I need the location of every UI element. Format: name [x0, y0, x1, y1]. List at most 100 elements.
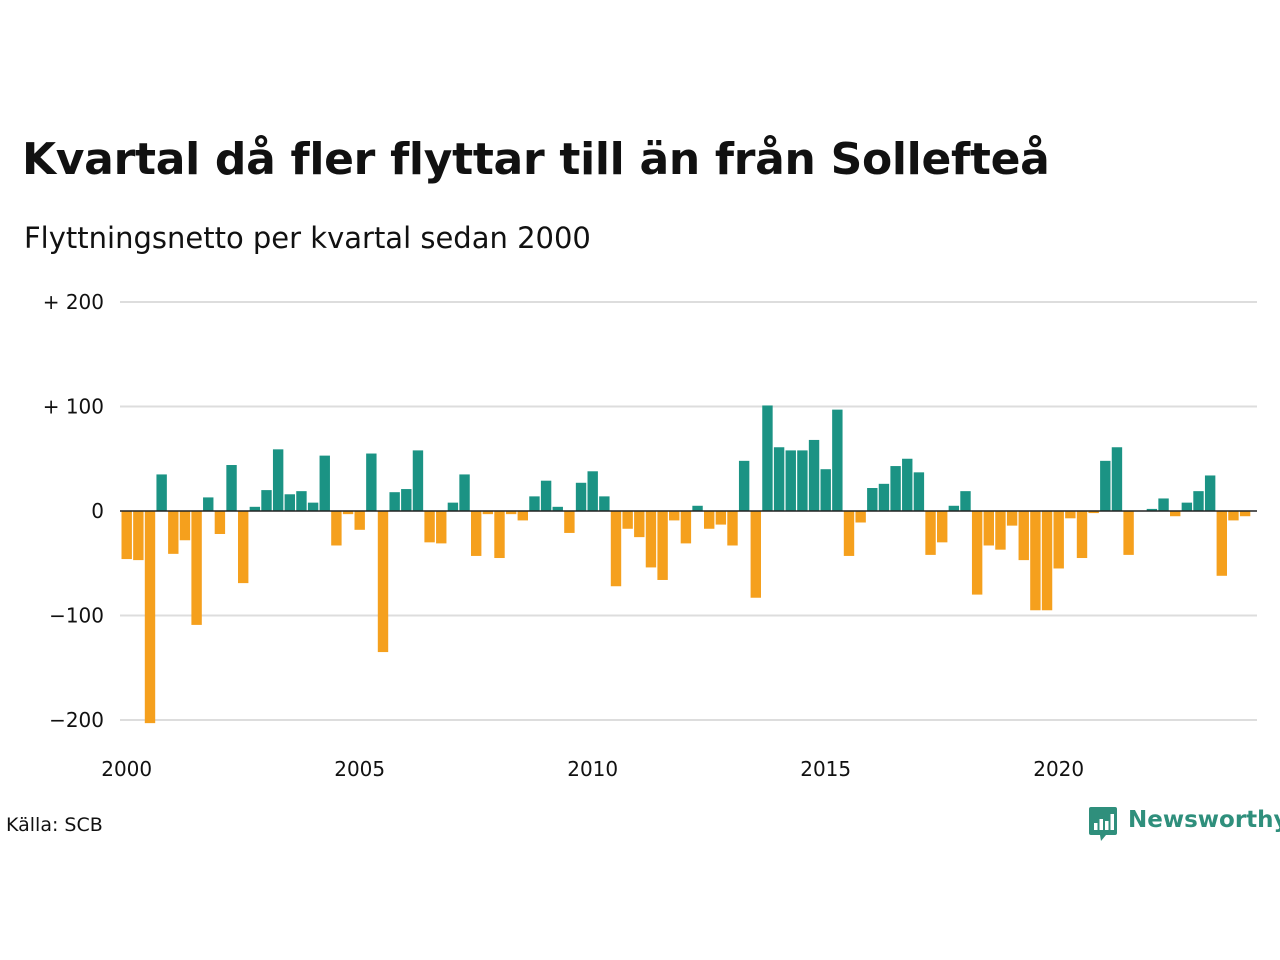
bar-2020Q2	[1065, 511, 1076, 519]
bar-2023Q2	[1204, 475, 1216, 511]
bar-2014Q2	[785, 450, 796, 511]
bar-2017Q3	[937, 511, 948, 543]
bar-2009Q3	[564, 511, 575, 533]
bar-2003Q4	[296, 491, 307, 511]
bar-2012Q2	[692, 505, 703, 511]
bar-2019Q4	[1041, 511, 1053, 611]
bar-2018Q2	[971, 511, 983, 595]
bar-2019Q3	[1030, 511, 1041, 611]
bar-2014Q3	[797, 450, 808, 511]
bar-2020Q4	[1088, 511, 1099, 514]
bar-2011Q1	[634, 511, 645, 538]
bar-2015Q3	[843, 511, 855, 556]
bar-2007Q3	[471, 511, 482, 556]
x-tick-label: 2015	[800, 757, 851, 781]
bar-2001Q4	[203, 497, 214, 511]
x-tick-label: 2005	[334, 757, 385, 781]
bar-2013Q1	[727, 511, 738, 546]
bar-2011Q2	[645, 511, 657, 568]
bar-2002Q4	[249, 506, 261, 511]
bar-2006Q4	[436, 511, 447, 544]
bar-2018Q4	[995, 511, 1006, 550]
bar-2009Q4	[575, 482, 587, 511]
bar-2021Q1	[1100, 460, 1111, 511]
bar-2005Q1	[354, 511, 365, 530]
bar-2019Q1	[1006, 511, 1018, 526]
bar-2017Q1	[913, 472, 925, 511]
chart-title: Kvartal då fler flyttar till än från Sol…	[22, 134, 1050, 185]
bar-2013Q2	[738, 460, 750, 511]
y-tick-label: + 200	[43, 290, 104, 314]
bar-2002Q3	[238, 511, 249, 584]
bar-2012Q1	[680, 511, 692, 544]
bar-2023Q4	[1228, 511, 1239, 521]
bar-2016Q4	[902, 458, 913, 511]
bar-2018Q1	[960, 491, 971, 511]
bar-2010Q3	[610, 511, 622, 587]
bar-2007Q1	[447, 502, 459, 511]
bar-2008Q3	[517, 511, 528, 521]
bar-2017Q4	[948, 505, 960, 511]
bar-2008Q4	[529, 496, 540, 511]
bar-2023Q1	[1193, 491, 1204, 511]
bar-2005Q2	[366, 453, 377, 511]
bar-2005Q3	[377, 511, 389, 653]
bar-2013Q3	[750, 511, 761, 598]
bar-2020Q3	[1076, 511, 1088, 559]
y-tick-label: 0	[91, 499, 104, 523]
brand-logo[interactable]: Newsworthy	[1088, 804, 1280, 844]
bar-2015Q4	[855, 511, 866, 523]
bar-2008Q1	[494, 511, 505, 559]
bar-2003Q2	[272, 449, 284, 511]
bar-2004Q3	[331, 511, 342, 546]
bar-2011Q3	[657, 511, 668, 580]
bar-2006Q2	[412, 450, 424, 511]
bar-2012Q4	[715, 511, 727, 525]
bar-2022Q2	[1158, 498, 1169, 511]
bar-2021Q2	[1111, 447, 1123, 511]
bar-2013Q4	[762, 405, 773, 511]
bar-2004Q1	[307, 502, 319, 511]
bar-2006Q1	[401, 489, 412, 511]
bar-2000Q3	[144, 511, 156, 724]
bar-2007Q4	[482, 511, 494, 515]
bar-2015Q1	[820, 469, 831, 511]
bar-2003Q3	[284, 494, 295, 511]
newsworthy-logo-icon	[1089, 807, 1117, 841]
bar-2022Q3	[1170, 511, 1181, 517]
bar-2002Q2	[226, 465, 237, 511]
bar-chart: + 200 + 100 0 −100 −200 2000 2005 2010 2015 2020	[43, 290, 1257, 781]
bar-2012Q3	[704, 511, 715, 529]
bar-2016Q1	[867, 488, 878, 511]
bar-2003Q1	[261, 490, 272, 511]
bar-2009Q2	[552, 506, 563, 511]
bar-2010Q2	[599, 496, 610, 511]
bar-2019Q2	[1018, 511, 1029, 561]
bar-2020Q1	[1053, 511, 1064, 569]
bar-2008Q2	[505, 511, 517, 515]
bar-2017Q2	[925, 511, 936, 555]
bar-2007Q2	[459, 474, 470, 511]
bar-2000Q2	[133, 511, 144, 561]
chart-subtitle: Flyttningsnetto per kvartal sedan 2000	[24, 221, 591, 255]
bars	[121, 405, 1251, 724]
x-tick-label: 2000	[101, 757, 152, 781]
y-tick-label: + 100	[43, 395, 104, 419]
bar-2021Q3	[1123, 511, 1134, 555]
y-tick-label: −100	[49, 604, 104, 628]
y-tick-label: −200	[49, 708, 104, 732]
bar-2016Q3	[890, 466, 901, 511]
bar-2023Q3	[1216, 511, 1227, 576]
bar-2010Q1	[587, 471, 598, 511]
y-axis: + 200 + 100 0 −100 −200	[43, 290, 104, 732]
bar-2014Q4	[808, 439, 820, 511]
bar-2002Q1	[214, 511, 226, 534]
bar-2001Q2	[179, 511, 191, 541]
bar-2001Q3	[191, 511, 202, 625]
bar-2006Q3	[424, 511, 435, 543]
x-tick-label: 2020	[1033, 757, 1084, 781]
bar-2024Q1	[1239, 511, 1251, 517]
x-axis: 2000 2005 2010 2015 2020	[101, 757, 1084, 781]
bar-2004Q4	[342, 511, 354, 515]
bar-2011Q4	[669, 511, 680, 521]
